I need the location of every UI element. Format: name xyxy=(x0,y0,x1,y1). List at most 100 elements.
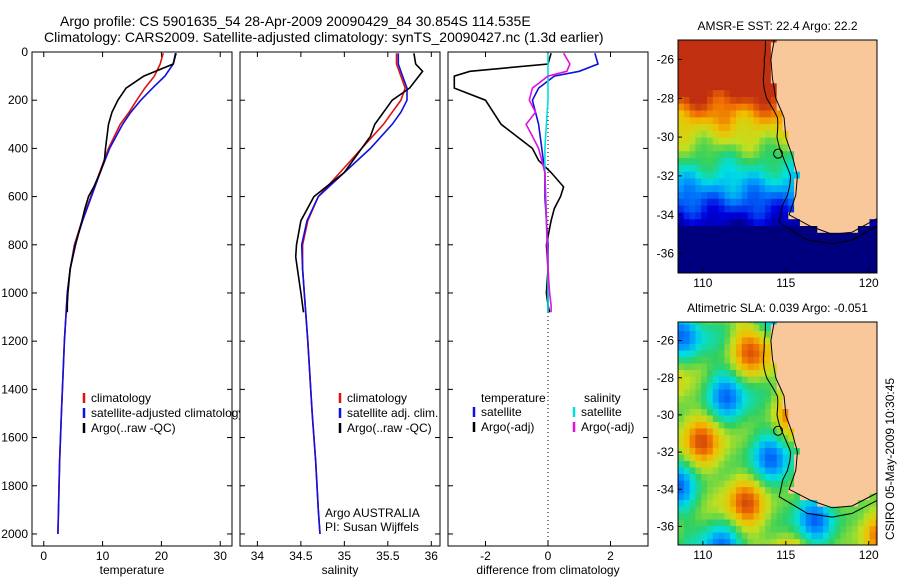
map-cell xyxy=(869,96,876,104)
map-cell xyxy=(730,466,737,474)
map-cell xyxy=(782,75,789,84)
map-cell xyxy=(695,525,702,533)
map-cell xyxy=(811,330,818,338)
map-cell xyxy=(701,362,708,370)
map-cell xyxy=(817,75,824,84)
map-cell xyxy=(875,116,877,125)
map-cell xyxy=(730,55,737,63)
map-cell xyxy=(834,493,842,501)
map-cell xyxy=(747,191,754,199)
map-cell xyxy=(741,171,749,179)
map-cell xyxy=(776,123,784,131)
map-cell xyxy=(753,252,760,260)
map-cell xyxy=(817,164,824,172)
map-cell xyxy=(678,123,685,131)
map-cell xyxy=(759,519,766,527)
map-cell xyxy=(736,69,743,77)
map-cell xyxy=(712,356,720,364)
map-cell xyxy=(765,96,772,104)
map-cell xyxy=(857,171,865,179)
map-cell xyxy=(689,69,696,77)
map-cell xyxy=(736,123,743,131)
map-cell xyxy=(817,453,824,461)
map-cell xyxy=(753,184,760,193)
map-cell xyxy=(869,62,876,70)
map-cell xyxy=(678,382,685,390)
map-cell xyxy=(782,388,789,396)
map-cell xyxy=(718,225,725,233)
map-cell xyxy=(805,157,813,165)
map-cell xyxy=(701,171,708,179)
map-cell xyxy=(823,369,830,377)
map-cell xyxy=(811,211,818,220)
map-cell xyxy=(852,493,859,501)
map-cell xyxy=(828,343,836,351)
map-cell xyxy=(863,164,871,172)
map-cell xyxy=(765,103,772,111)
map-cell xyxy=(817,427,824,435)
map-cell xyxy=(701,103,708,111)
map-cell xyxy=(753,343,760,351)
map-cell xyxy=(852,69,859,77)
map-cell xyxy=(730,103,737,111)
map-cell xyxy=(730,440,737,448)
map-cell xyxy=(730,62,737,70)
y-tick-label: 1400 xyxy=(1,382,28,396)
map-cell xyxy=(707,40,714,43)
map-cell xyxy=(817,252,824,260)
map-cell xyxy=(852,245,859,254)
map-cell xyxy=(765,375,772,383)
map-cell xyxy=(817,493,824,501)
map-cell xyxy=(799,184,807,193)
map-cell xyxy=(678,252,685,260)
map-cell xyxy=(707,191,714,199)
map-cell xyxy=(846,493,853,501)
map-cell xyxy=(695,512,702,520)
map-cell xyxy=(718,143,725,152)
map-cell xyxy=(852,486,859,494)
map-cell xyxy=(794,75,801,84)
map-cell xyxy=(747,532,754,540)
map-cell xyxy=(683,157,691,165)
map-cell xyxy=(741,460,749,468)
map-cell xyxy=(782,218,789,226)
map-cell xyxy=(840,89,847,97)
map-cell xyxy=(863,143,871,152)
map-cell xyxy=(736,116,743,125)
map-cell xyxy=(689,205,696,213)
map-cell xyxy=(707,96,714,104)
map-cell xyxy=(823,40,830,43)
map-cell xyxy=(770,69,778,77)
map-cell xyxy=(846,218,853,226)
map-cell xyxy=(689,414,696,422)
map-cell xyxy=(695,205,702,213)
map-cell xyxy=(683,48,691,57)
map-cell xyxy=(788,466,795,474)
map-cell xyxy=(678,171,685,179)
map-cell xyxy=(846,40,853,43)
map-cell xyxy=(736,473,743,481)
map-cell xyxy=(788,453,795,461)
map-cell xyxy=(765,362,772,370)
map-cell xyxy=(834,460,842,468)
map-cell xyxy=(852,349,859,357)
map-cell xyxy=(759,252,766,260)
map-cell xyxy=(875,82,877,91)
map-cell xyxy=(811,414,818,422)
map-cell xyxy=(857,109,865,118)
map-cell xyxy=(741,493,749,501)
map-cell xyxy=(869,473,876,481)
map-cell xyxy=(817,177,824,186)
map-cell xyxy=(834,434,842,442)
map-cell xyxy=(834,401,842,409)
map-cell xyxy=(736,375,743,383)
map-cell xyxy=(724,480,731,488)
map-cell xyxy=(770,218,778,226)
map-cell xyxy=(788,55,795,63)
y-tick-label: 0 xyxy=(21,45,28,59)
map-cell xyxy=(782,414,789,422)
map-cell xyxy=(782,362,789,370)
map-cell xyxy=(875,143,877,152)
map-cell xyxy=(805,349,813,357)
map-cell xyxy=(712,538,720,545)
